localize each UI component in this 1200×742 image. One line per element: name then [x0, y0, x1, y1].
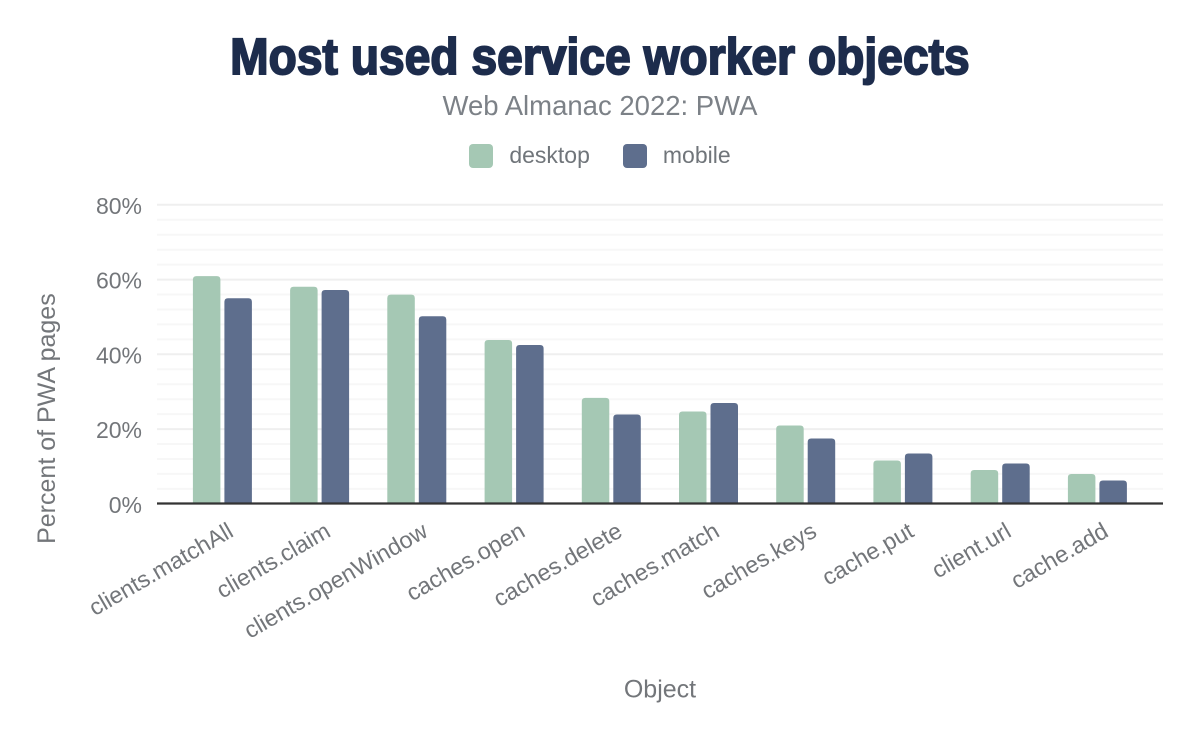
svg-text:Object: Object	[624, 676, 696, 704]
svg-text:clients.openWindow: clients.openWindow	[239, 517, 432, 643]
svg-text:client.url: client.url	[927, 517, 1015, 583]
svg-text:60%: 60%	[96, 268, 142, 294]
svg-text:cache.put: cache.put	[817, 517, 918, 590]
svg-text:20%: 20%	[96, 417, 142, 443]
svg-text:cache.add: cache.add	[1006, 517, 1112, 593]
svg-text:clients.matchAll: clients.matchAll	[84, 517, 237, 620]
svg-text:Percent of PWA pages: Percent of PWA pages	[33, 293, 61, 544]
svg-text:0%: 0%	[109, 492, 142, 518]
svg-text:40%: 40%	[96, 342, 142, 368]
svg-text:80%: 80%	[96, 193, 142, 219]
